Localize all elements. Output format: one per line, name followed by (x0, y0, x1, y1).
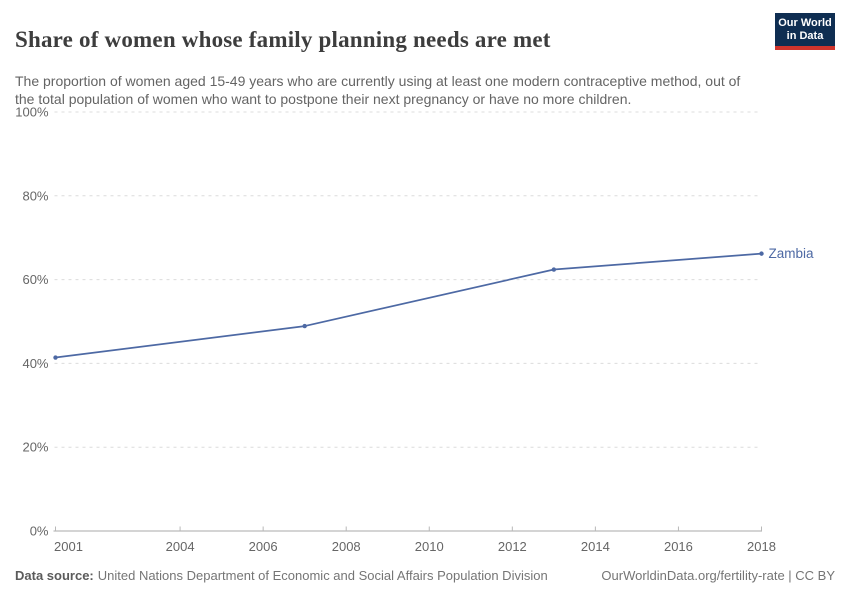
data-source-text: United Nations Department of Economic an… (97, 568, 548, 583)
x-axis-tick-label: 2001 (54, 539, 83, 554)
x-axis-tick-label: 2010 (415, 539, 444, 554)
chart-footer: Data source: United Nations Department of… (15, 568, 835, 583)
owid-logo-line1: Our World (778, 17, 832, 29)
data-line-zambia (54, 252, 763, 359)
data-point-marker (759, 251, 764, 256)
x-axis-tick-label: 2018 (747, 539, 776, 554)
x-axis-tick-label: 2004 (166, 539, 195, 554)
series-end-label: Zambia (769, 246, 815, 261)
owid-logo: Our World in Data (775, 13, 835, 50)
x-axis-tick-label: 2012 (498, 539, 527, 554)
y-axis-tick-label: 0% (30, 524, 49, 539)
credit-line: OurWorldinData.org/fertility-rate | CC B… (601, 568, 835, 583)
chart-subtitle: The proportion of women aged 15-49 years… (15, 73, 741, 107)
data-point-marker (551, 267, 557, 272)
data-point-marker (302, 323, 307, 329)
y-axis-tick-label: 60% (22, 272, 48, 287)
y-axis-tick-label: 40% (22, 356, 48, 371)
y-axis-tick-label: 20% (22, 440, 48, 455)
data-source-label: Data source: (15, 568, 94, 583)
x-axis-tick-label: 2016 (664, 539, 693, 554)
x-axis-tick-label: 2006 (249, 539, 278, 554)
x-axis-tick-label: 2014 (581, 539, 610, 554)
owid-logo-line2: in Data (786, 29, 824, 42)
data-point-marker (53, 355, 58, 360)
y-axis-tick-label: 100% (15, 105, 49, 120)
y-axis-tick-label: 80% (22, 188, 48, 203)
x-axis-tick-label: 2008 (332, 539, 361, 554)
data-source: Data source: United Nations Department of… (15, 568, 548, 583)
page-title: Share of women whose family planning nee… (15, 27, 551, 53)
